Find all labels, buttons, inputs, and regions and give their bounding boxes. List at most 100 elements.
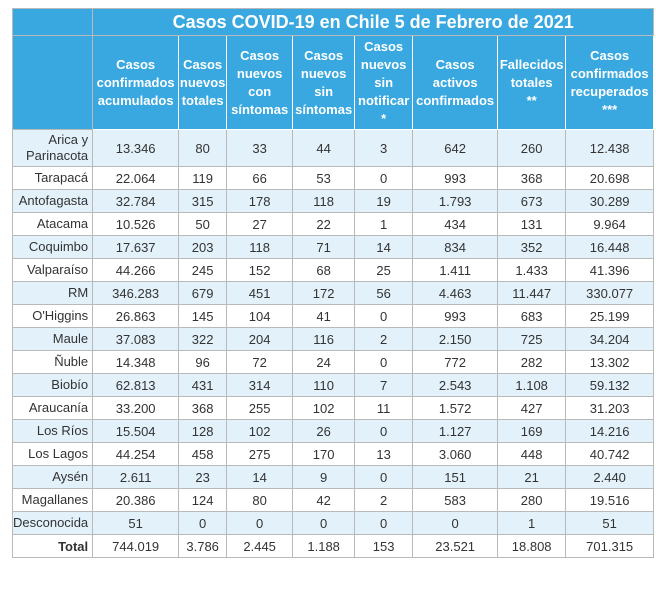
table-cell: 22 [292, 212, 356, 236]
table-cell: 3 [354, 129, 414, 167]
column-header: Casos confirmados acumulados [92, 35, 180, 130]
region-name: Maule [11, 327, 94, 351]
table-row: Valparaíso 44.266 245 152 68 25 1.411 1.433 41.3… [11, 258, 655, 282]
table-cell: 19 [354, 189, 414, 213]
region-name: O'Higgins [11, 304, 94, 328]
table-cell: 13.302 [565, 350, 655, 374]
column-header: Casos activos confirmados [412, 35, 499, 130]
table-cell: 10.526 [92, 212, 180, 236]
table-cell: 368 [178, 396, 228, 420]
column-header: Fallecidos totales ** [497, 35, 567, 130]
table-cell: 368 [497, 166, 567, 190]
region-name: Araucanía [11, 396, 94, 420]
table-cell: 315 [178, 189, 228, 213]
table-cell: 280 [497, 488, 567, 512]
table-cell: 14 [226, 465, 294, 489]
table-cell: 255 [226, 396, 294, 420]
column-header: Casos nuevos con síntomas [226, 35, 294, 130]
table-cell: 41.396 [565, 258, 655, 282]
table-cell: 172 [292, 281, 356, 305]
table-cell: 104 [226, 304, 294, 328]
table-cell: 152 [226, 258, 294, 282]
table-cell: 9 [292, 465, 356, 489]
total-cell: 701.315 [565, 534, 655, 558]
table-cell: 22.064 [92, 166, 180, 190]
table-cell: 21 [497, 465, 567, 489]
table-cell: 13 [354, 442, 414, 466]
table-cell: 33 [226, 129, 294, 167]
table-cell: 170 [292, 442, 356, 466]
table-row: Magallanes 20.386 124 80 42 2 583 280 19.516 [11, 488, 655, 512]
table-cell: 11.447 [497, 281, 567, 305]
region-name: Los Lagos [11, 442, 94, 466]
table-cell: 53 [292, 166, 356, 190]
table-cell: 204 [226, 327, 294, 351]
table-row: RM 346.283 679 451 172 56 4.463 11.447 330.077 [11, 281, 655, 305]
table-cell: 17.637 [92, 235, 180, 259]
region-name: Los Ríos [11, 419, 94, 443]
region-name: Aysén [11, 465, 94, 489]
table-cell: 56 [354, 281, 414, 305]
table-cell: 431 [178, 373, 228, 397]
table-cell: 151 [412, 465, 499, 489]
table-row: Biobío 62.813 431 314 110 7 2.543 1.108 59.132 [11, 373, 655, 397]
table-body: Arica y Parinacota 13.346 80 33 44 3 642 260 12.… [11, 129, 655, 535]
table-cell: 679 [178, 281, 228, 305]
table-cell: 145 [178, 304, 228, 328]
table-cell: 62.813 [92, 373, 180, 397]
table-cell: 50 [178, 212, 228, 236]
table-cell: 0 [354, 304, 414, 328]
table-cell: 2.150 [412, 327, 499, 351]
table-cell: 27 [226, 212, 294, 236]
table-cell: 0 [354, 511, 414, 535]
table-cell: 448 [497, 442, 567, 466]
table-cell: 19.516 [565, 488, 655, 512]
table-cell: 44 [292, 129, 356, 167]
column-header: Casos nuevos sin síntomas [292, 35, 356, 130]
table-cell: 16.448 [565, 235, 655, 259]
table-cell: 13.346 [92, 129, 180, 167]
table-row: Aysén 2.611 23 14 9 0 151 21 2.440 [11, 465, 655, 489]
table-cell: 0 [354, 350, 414, 374]
table-cell: 68 [292, 258, 356, 282]
table-cell: 3.060 [412, 442, 499, 466]
table-cell: 434 [412, 212, 499, 236]
table-cell: 458 [178, 442, 228, 466]
table-cell: 282 [497, 350, 567, 374]
table-cell: 14 [354, 235, 414, 259]
table-cell: 40.742 [565, 442, 655, 466]
table-cell: 583 [412, 488, 499, 512]
table-cell: 0 [292, 511, 356, 535]
table-cell: 322 [178, 327, 228, 351]
table-cell: 314 [226, 373, 294, 397]
region-name: Coquimbo [11, 235, 94, 259]
table-row: Antofagasta 32.784 315 178 118 19 1.793 673 30.2… [11, 189, 655, 213]
table-cell: 128 [178, 419, 228, 443]
table-cell: 118 [226, 235, 294, 259]
table-cell: 0 [226, 511, 294, 535]
table-cell: 118 [292, 189, 356, 213]
table-cell: 110 [292, 373, 356, 397]
table-row: Los Ríos 15.504 128 102 26 0 1.127 169 14.216 [11, 419, 655, 443]
table-cell: 24 [292, 350, 356, 374]
table-cell: 23 [178, 465, 228, 489]
table-cell: 80 [226, 488, 294, 512]
table-title: Casos COVID-19 en Chile 5 de Febrero de … [92, 8, 655, 36]
table-cell: 59.132 [565, 373, 655, 397]
table-cell: 346.283 [92, 281, 180, 305]
table-cell: 772 [412, 350, 499, 374]
table-cell: 30.289 [565, 189, 655, 213]
table-cell: 683 [497, 304, 567, 328]
table-cell: 33.200 [92, 396, 180, 420]
table-row: Los Lagos 44.254 458 275 170 13 3.060 448 40.742 [11, 442, 655, 466]
table-cell: 14.348 [92, 350, 180, 374]
total-cell: 23.521 [412, 534, 499, 558]
table-cell: 20.698 [565, 166, 655, 190]
region-name: Magallanes [11, 488, 94, 512]
table-cell: 275 [226, 442, 294, 466]
table-cell: 12.438 [565, 129, 655, 167]
table-cell: 451 [226, 281, 294, 305]
table-cell: 993 [412, 166, 499, 190]
table-cell: 37.083 [92, 327, 180, 351]
table-cell: 642 [412, 129, 499, 167]
